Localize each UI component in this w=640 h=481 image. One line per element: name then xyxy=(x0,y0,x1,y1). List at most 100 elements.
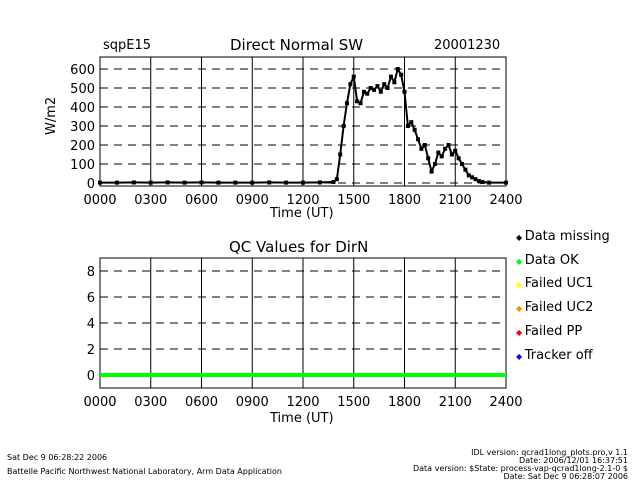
data-point xyxy=(409,120,413,124)
data-point xyxy=(375,84,379,88)
data-point xyxy=(463,168,467,172)
data-point xyxy=(372,88,376,92)
legend-marker-icon: ◆ xyxy=(516,328,525,337)
data-point xyxy=(443,147,447,151)
data-point xyxy=(200,180,204,184)
data-segment xyxy=(354,77,357,102)
data-point xyxy=(480,180,484,184)
legend-item: ◆ Tracker off xyxy=(516,348,593,363)
x-tick-label: 1200 xyxy=(286,193,319,208)
data-point xyxy=(345,101,349,105)
y-tick-label: 300 xyxy=(70,120,95,135)
data-point xyxy=(457,156,461,160)
legend-item: ◆ Failed UC1 xyxy=(516,276,593,291)
data-point xyxy=(342,124,346,128)
data-point xyxy=(267,180,271,184)
data-point xyxy=(440,154,444,158)
data-segment xyxy=(401,75,404,92)
data-point xyxy=(348,82,352,86)
y-tick-label: 4 xyxy=(87,317,95,332)
data-point xyxy=(338,153,342,157)
data-point xyxy=(250,181,254,185)
y-tick-label: 8 xyxy=(87,265,95,280)
legend-label: Data OK xyxy=(525,253,579,268)
data-point xyxy=(284,181,288,185)
data-segment xyxy=(347,84,350,103)
legend-marker-icon: ◆ xyxy=(516,233,525,242)
data-point xyxy=(318,180,322,184)
data-point xyxy=(453,149,457,153)
data-point xyxy=(233,181,237,185)
data-point xyxy=(413,128,417,132)
data-point xyxy=(379,90,383,94)
x-tick-label: 2100 xyxy=(439,395,472,410)
data-point xyxy=(416,137,420,141)
x-tick-label: 2400 xyxy=(489,193,522,208)
data-point xyxy=(382,82,386,86)
data-segment xyxy=(405,92,408,126)
data-point xyxy=(436,151,440,155)
legend-label: Failed PP xyxy=(525,324,583,339)
data-point xyxy=(115,181,119,185)
data-point xyxy=(403,90,407,94)
data-point xyxy=(132,180,136,184)
data-point xyxy=(433,162,437,166)
legend-label: Data missing xyxy=(525,229,610,244)
data-point xyxy=(450,153,454,157)
x-tick-label: 0600 xyxy=(185,395,218,410)
y-tick-label: 400 xyxy=(70,101,95,116)
x-tick-label: 1500 xyxy=(337,395,370,410)
data-point xyxy=(426,156,430,160)
legend-item: ◆ Failed PP xyxy=(516,324,582,339)
y-tick-label: 0 xyxy=(87,177,95,192)
x-tick-label: 0900 xyxy=(236,193,269,208)
data-point xyxy=(460,162,464,166)
y-tick-label: 500 xyxy=(70,82,95,97)
y-tick-label: 2 xyxy=(87,343,95,358)
x-tick-label: 0000 xyxy=(83,193,116,208)
data-point xyxy=(406,124,410,128)
data-point xyxy=(166,180,170,184)
data-point xyxy=(216,181,220,185)
legend-marker-icon: ◆ xyxy=(516,304,525,313)
legend-item: ◆ Failed UC2 xyxy=(516,300,593,315)
legend-label: Failed UC1 xyxy=(525,276,594,291)
data-point xyxy=(504,181,508,185)
data-point xyxy=(423,143,427,147)
data-point xyxy=(392,80,396,84)
data-segment xyxy=(337,155,340,180)
legend-label: Failed UC2 xyxy=(525,300,594,315)
run-date: Sat Dec 9 06:28:22 2006 xyxy=(7,453,107,462)
legend-marker-icon: ◆ xyxy=(516,280,525,289)
x-tick-label: 1500 xyxy=(337,193,370,208)
data-segment xyxy=(340,126,343,155)
data-point xyxy=(335,177,339,181)
legend-marker-icon: ◆ xyxy=(516,257,525,266)
data-point xyxy=(301,181,305,185)
x-tick-label: 2400 xyxy=(489,395,522,410)
data-point xyxy=(183,181,187,185)
data-point xyxy=(430,170,434,174)
legend-item: ◆ Data OK xyxy=(516,253,579,268)
data-point xyxy=(359,101,363,105)
y-tick-label: 100 xyxy=(70,158,95,173)
x-tick-label: 2100 xyxy=(439,193,472,208)
org-label: Battelle Pacific Northwest National Labo… xyxy=(7,467,282,476)
data-point xyxy=(446,143,450,147)
data-point xyxy=(352,75,356,79)
y-tick-label: 200 xyxy=(70,139,95,154)
y-tick-label: 6 xyxy=(87,291,95,306)
data-point xyxy=(396,67,400,71)
data-point xyxy=(399,73,403,77)
x-tick-label: 0300 xyxy=(134,395,167,410)
x-tick-label: 0900 xyxy=(236,395,269,410)
data-point xyxy=(389,75,393,79)
data-point xyxy=(487,181,491,185)
y-tick-label: 600 xyxy=(70,63,95,78)
legend-item: ◆ Data missing xyxy=(516,229,610,244)
data-point xyxy=(386,86,390,90)
x-tick-label: 0000 xyxy=(83,395,116,410)
legend-marker-icon: ◆ xyxy=(516,352,525,361)
data-point xyxy=(149,181,153,185)
data-point xyxy=(98,181,102,185)
